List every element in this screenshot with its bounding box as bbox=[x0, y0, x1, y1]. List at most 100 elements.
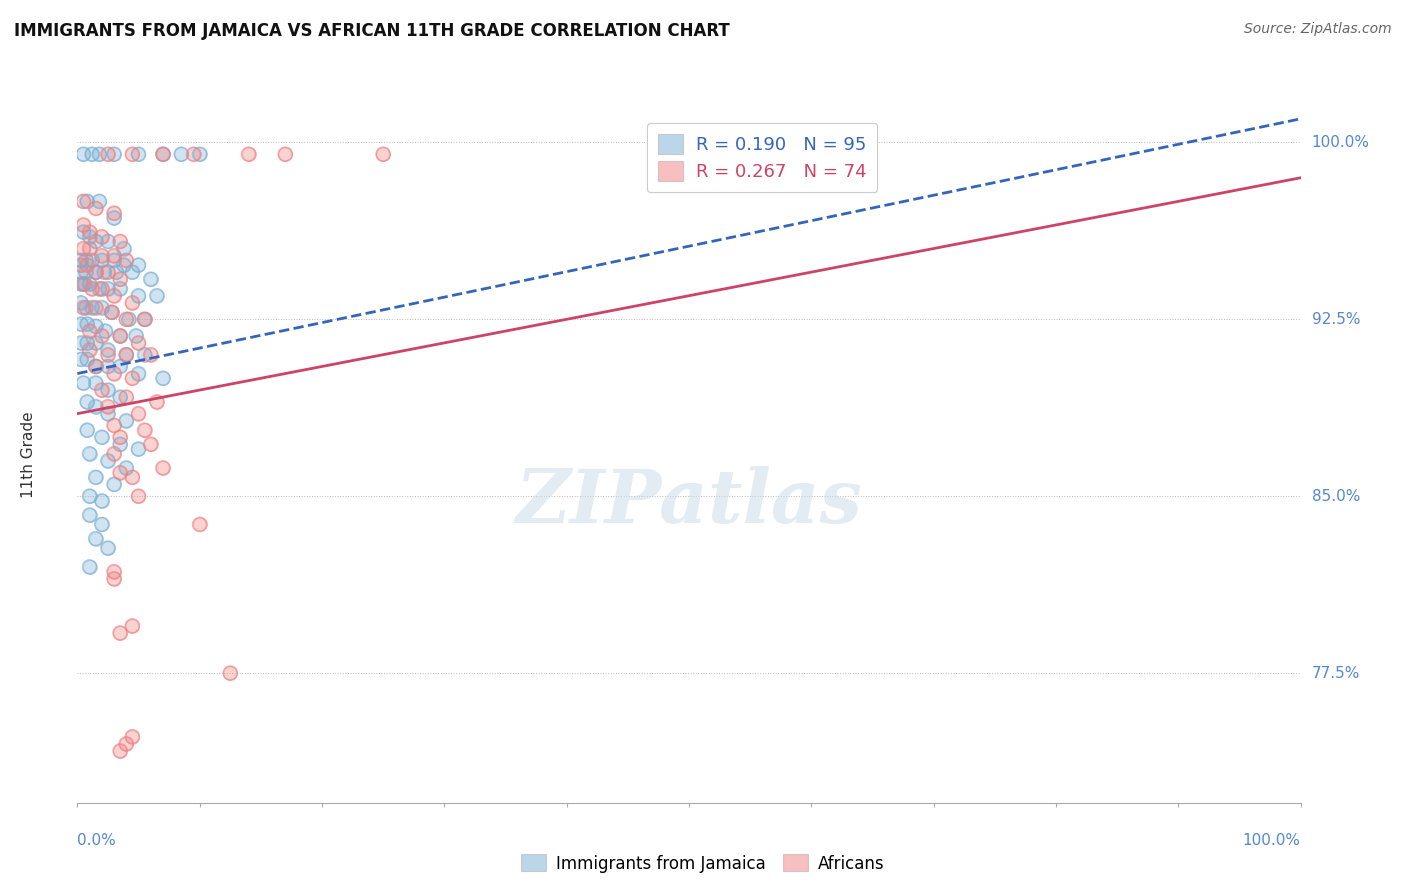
Point bbox=[115, 390, 138, 404]
Point bbox=[70, 335, 93, 350]
Point bbox=[75, 265, 97, 279]
Point bbox=[103, 211, 125, 225]
Text: 77.5%: 77.5% bbox=[1312, 665, 1360, 681]
Point bbox=[84, 319, 107, 334]
Point bbox=[79, 229, 101, 244]
Point bbox=[127, 147, 149, 161]
Point bbox=[238, 147, 260, 161]
Point bbox=[115, 253, 138, 268]
Text: ZIPatlas: ZIPatlas bbox=[516, 466, 862, 539]
Point bbox=[72, 194, 94, 209]
Point bbox=[72, 225, 94, 239]
Point bbox=[108, 282, 131, 296]
Point bbox=[90, 494, 112, 508]
Point bbox=[105, 265, 128, 279]
Point bbox=[103, 147, 125, 161]
Point bbox=[103, 206, 125, 220]
Point bbox=[121, 265, 143, 279]
Point bbox=[84, 335, 107, 350]
Point bbox=[97, 265, 120, 279]
Point bbox=[108, 359, 131, 374]
Point bbox=[103, 206, 125, 220]
Point bbox=[70, 253, 93, 268]
Point bbox=[97, 235, 120, 249]
Point bbox=[76, 395, 98, 409]
Point bbox=[76, 352, 98, 367]
Point bbox=[97, 348, 120, 362]
Point bbox=[139, 348, 162, 362]
Point bbox=[115, 312, 138, 326]
Point bbox=[79, 242, 101, 256]
Point bbox=[72, 225, 94, 239]
Point bbox=[127, 335, 149, 350]
Point bbox=[90, 430, 112, 444]
Point bbox=[79, 447, 101, 461]
Point bbox=[188, 517, 211, 532]
Point bbox=[79, 560, 101, 574]
Point bbox=[100, 305, 122, 319]
Point bbox=[84, 202, 107, 216]
Point bbox=[90, 328, 112, 343]
Point bbox=[103, 289, 125, 303]
Point bbox=[103, 211, 125, 225]
Point bbox=[97, 343, 120, 357]
Point bbox=[103, 367, 125, 381]
Point bbox=[72, 147, 94, 161]
Point bbox=[72, 194, 94, 209]
Point bbox=[112, 258, 135, 272]
Point bbox=[183, 147, 205, 161]
Point bbox=[70, 295, 93, 310]
Point bbox=[115, 348, 138, 362]
Point bbox=[134, 348, 156, 362]
Point bbox=[97, 383, 120, 397]
Point bbox=[100, 305, 122, 319]
Point bbox=[170, 147, 193, 161]
Point bbox=[90, 249, 112, 263]
Point bbox=[72, 147, 94, 161]
Point bbox=[121, 295, 143, 310]
Point bbox=[274, 147, 297, 161]
Point bbox=[170, 147, 193, 161]
Point bbox=[84, 319, 107, 334]
Point bbox=[103, 253, 125, 268]
Text: 11th Grade: 11th Grade bbox=[21, 411, 35, 499]
Point bbox=[121, 730, 143, 744]
Point bbox=[219, 666, 242, 681]
Point bbox=[97, 454, 120, 468]
Point bbox=[70, 258, 93, 272]
Point bbox=[72, 277, 94, 291]
Text: 92.5%: 92.5% bbox=[1312, 312, 1360, 326]
Point bbox=[84, 301, 107, 315]
Point bbox=[112, 242, 135, 256]
Point bbox=[103, 565, 125, 579]
Point bbox=[103, 565, 125, 579]
Point bbox=[80, 301, 103, 315]
Point bbox=[72, 301, 94, 315]
Point bbox=[70, 253, 93, 268]
Text: IMMIGRANTS FROM JAMAICA VS AFRICAN 11TH GRADE CORRELATION CHART: IMMIGRANTS FROM JAMAICA VS AFRICAN 11TH … bbox=[14, 22, 730, 40]
Point bbox=[73, 277, 96, 291]
Point bbox=[93, 265, 115, 279]
Point bbox=[371, 147, 394, 161]
Point bbox=[89, 147, 111, 161]
Point bbox=[112, 242, 135, 256]
Point bbox=[79, 447, 101, 461]
Point bbox=[127, 407, 149, 421]
Point bbox=[112, 258, 135, 272]
Point bbox=[125, 328, 148, 343]
Point bbox=[90, 383, 112, 397]
Point bbox=[79, 343, 101, 357]
Point bbox=[115, 348, 138, 362]
Point bbox=[80, 253, 103, 268]
Point bbox=[84, 235, 107, 249]
Point bbox=[75, 253, 97, 268]
Point bbox=[121, 371, 143, 385]
Point bbox=[115, 348, 138, 362]
Point bbox=[103, 418, 125, 433]
Point bbox=[84, 376, 107, 390]
Point bbox=[146, 395, 169, 409]
Point bbox=[90, 383, 112, 397]
Point bbox=[84, 265, 107, 279]
Point bbox=[79, 343, 101, 357]
Point bbox=[152, 461, 174, 475]
